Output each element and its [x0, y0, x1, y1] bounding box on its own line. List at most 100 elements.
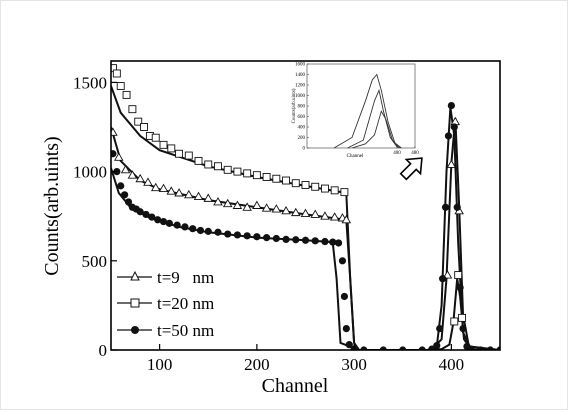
data-point-circle: [196, 226, 205, 235]
inset-series-line: [351, 110, 400, 148]
data-point-circle: [159, 217, 168, 226]
data-point-circle: [439, 275, 447, 283]
data-point-square: [184, 151, 193, 160]
inset-curves: [333, 73, 402, 148]
data-point-triangle: [174, 188, 184, 197]
y-axis-ticks: 0 500 1000 1500: [73, 73, 117, 360]
data-point-triangle: [193, 191, 204, 201]
data-point-square: [167, 144, 176, 153]
data-point-triangle: [300, 208, 311, 217]
data-point-triangle: [111, 127, 118, 136]
data-point-triangle: [114, 152, 124, 161]
data-point-square: [214, 162, 222, 171]
inset-chart: 0 200 400 600 800 1000 1200 1400 1600 400 480 Cha…: [292, 63, 419, 160]
data-point-circle: [111, 150, 117, 158]
data-point-circle: [321, 237, 329, 246]
y-axis-label: Counts(arb.uints): [41, 136, 63, 275]
data-point-triangle: [261, 203, 272, 212]
data-point-square: [112, 69, 121, 78]
x-axis-ticks: 100 200 300 400: [147, 344, 464, 374]
fit-curve-peak: [354, 278, 500, 350]
legend-marker-square: [130, 298, 140, 308]
data-point-square: [311, 182, 320, 191]
data-point-triangle: [442, 270, 453, 279]
data-point-square: [252, 171, 261, 180]
plot-area-frame: [110, 60, 501, 351]
data-point-circle: [136, 208, 144, 216]
data-point-circle: [253, 233, 261, 241]
x-tick-label: 100: [147, 355, 173, 374]
legend-marker-triangle: [130, 270, 140, 281]
data-point-circle: [148, 213, 156, 221]
data-point-circle: [181, 223, 189, 231]
fit-curve-plateau: [111, 126, 360, 350]
data-point-circle: [345, 341, 353, 349]
inset-y-tick-label: 1200: [295, 84, 306, 89]
legend-label-t50: t=50 nm: [157, 321, 214, 340]
inset-frame: [306, 63, 416, 149]
inset-y-tick-label: 1400: [295, 73, 306, 78]
data-point-triangle: [232, 200, 243, 209]
data-point-circle: [459, 324, 467, 333]
x-axis-label: Channel: [262, 375, 329, 397]
data-point-square: [340, 188, 349, 197]
data-point-triangle: [135, 173, 145, 183]
data-point-square: [262, 173, 271, 181]
data-point-square: [272, 174, 281, 183]
data-point-circle: [342, 324, 350, 333]
inset-x-tick-label: 480: [411, 151, 419, 156]
data-point-triangle: [127, 170, 138, 179]
data-point-circle: [292, 236, 300, 244]
data-point-circle: [189, 225, 197, 233]
inset-x-axis-label: Channel: [347, 154, 364, 159]
data-point-square: [291, 179, 300, 188]
legend-item-t9: t=9 nm: [117, 268, 214, 287]
data-point-circle: [272, 234, 280, 243]
data-point-triangle: [341, 214, 352, 224]
data-point-triangle: [290, 207, 301, 217]
legend-label-t9: t=9 nm: [157, 268, 214, 287]
data-point-circle: [433, 341, 441, 350]
data-point-triangle: [120, 164, 131, 174]
data-point-triangle: [150, 182, 161, 192]
legend-item-t50: t=50 nm: [117, 321, 214, 340]
data-point-circle: [243, 232, 251, 240]
data-point-triangle: [271, 204, 282, 213]
data-point-circle: [399, 346, 407, 350]
data-point-circle: [282, 235, 290, 243]
data-point-square: [116, 82, 125, 90]
data-point-circle: [301, 236, 310, 244]
data-point-square: [194, 156, 203, 165]
data-point-circle: [441, 203, 450, 211]
data-point-square: [151, 133, 160, 142]
y-tick-label: 1500: [73, 73, 107, 92]
data-point-circle: [379, 346, 387, 350]
data-point-square: [321, 184, 329, 193]
x-tick-label: 300: [341, 355, 367, 374]
data-point-circle: [224, 230, 232, 238]
data-point-circle: [436, 324, 444, 333]
data-point-square: [122, 90, 131, 99]
y-tick-label: 0: [99, 341, 108, 360]
data-point-square: [175, 149, 184, 158]
data-point-triangle: [203, 193, 214, 202]
hollow-arrow-icon: [399, 157, 423, 181]
data-point-circle: [165, 219, 173, 227]
y-tick-label: 1000: [73, 163, 107, 182]
data-point-triangle: [166, 186, 177, 195]
data-point-triangle: [184, 189, 194, 199]
data-point-circle: [456, 283, 464, 292]
data-point-circle: [142, 210, 150, 219]
inset-y-tick-label: 0: [303, 147, 306, 152]
inset-y-ticks: 0 200 400 600 800 1000 1200 1400 1600: [295, 63, 309, 152]
data-point-circle: [340, 292, 348, 301]
data-point-square: [223, 165, 232, 174]
data-point-circle: [338, 257, 347, 265]
inset-series-line: [333, 73, 402, 148]
data-point-triangle: [329, 212, 340, 221]
data-point-circle: [214, 228, 222, 236]
data-point-circle: [418, 346, 426, 350]
data-point-square: [330, 186, 339, 195]
y-tick-label: 500: [82, 252, 108, 271]
